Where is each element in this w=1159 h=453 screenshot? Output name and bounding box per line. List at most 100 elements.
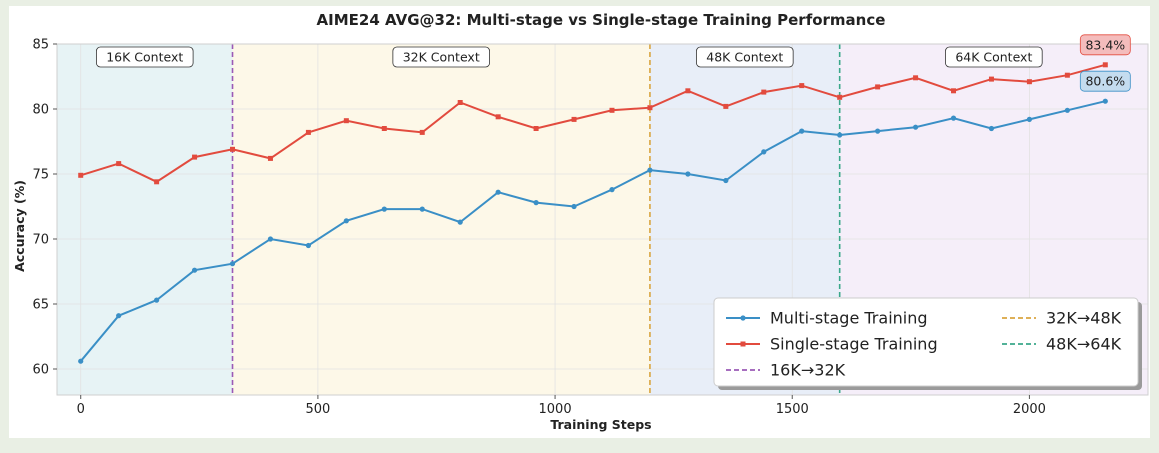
x-tick-label: 2000 [1013,402,1046,417]
x-axis-label: Training Steps [550,417,651,432]
legend-item: 48K→64K [1002,335,1122,354]
data-point [305,242,312,249]
data-point [343,118,349,124]
y-tick-label: 65 [32,298,49,313]
data-point [192,154,198,160]
legend-item: 16K→32K [726,361,846,380]
x-tick-label: 1000 [539,402,572,417]
legend-marker [740,341,746,347]
data-point [1026,79,1032,85]
data-point [799,83,805,89]
data-point [685,171,691,177]
stage-label: 32K Context [403,50,480,65]
data-point [571,116,577,122]
data-point [951,88,957,94]
y-tick-label: 60 [32,363,49,378]
y-tick-label: 80 [32,103,49,118]
data-point [988,125,995,132]
legend: Multi-stage Training Single-stage Trainin… [713,297,1142,390]
data-point [229,261,236,267]
data-point [191,267,198,273]
data-point [495,189,501,195]
data-point [154,179,160,185]
data-point [609,107,615,113]
stage-label-box [392,46,490,68]
data-point [154,297,160,303]
series-line [79,100,1106,362]
legend-item: 32K→48K [1002,309,1122,328]
line-chart: 0 500 1000 1500 2000 60 65 70 75 80 85 16K Context… [12,11,1149,432]
data-point [875,128,881,134]
stage-label-box [96,46,194,68]
stage-labels: 16K Context 32K Context 48K Context 64K Con… [96,46,1043,68]
data-point [647,105,653,111]
annotation-box [1079,70,1131,92]
y-tick-label: 70 [32,233,49,248]
data-point [381,126,387,131]
legend-marker [740,315,746,321]
data-point [419,129,425,135]
data-point [609,187,615,193]
annotation-box [1079,34,1131,56]
data-point [799,128,805,134]
chart-card: 0 500 1000 1500 2000 60 65 70 75 80 85 16K Context… [9,6,1150,438]
annotation-label: 80.6% [1085,74,1125,89]
data-point [1064,72,1070,78]
stage-label-box [945,46,1043,68]
y-axis-label: Accuracy (%) [12,180,27,272]
data-point [230,146,236,152]
data-point [343,218,349,224]
stage-region-2 [232,44,650,395]
tick-labels: 0 500 1000 1500 2000 60 65 70 75 80 85 [32,38,1046,418]
data-point [419,206,425,212]
data-point [1026,116,1033,122]
legend-item: Single-stage Training [726,335,938,354]
x-tick-label: 1500 [776,402,809,417]
data-point [950,115,957,121]
data-point [837,132,843,138]
data-point [116,313,122,319]
data-point [116,161,122,167]
value-annotations: 83.4% 80.6% [1079,34,1131,92]
plot-frame [56,43,1149,396]
data-point [571,203,577,210]
data-point [267,155,273,161]
y-tick-label: 75 [32,168,49,183]
data-point [78,358,84,364]
legend-label: 16K→32K [770,361,846,380]
data-point [78,172,84,178]
data-point [533,126,539,131]
legend-box [713,297,1139,387]
data-point [912,124,919,130]
data-point [685,88,691,94]
y-tick-label: 85 [32,38,49,53]
data-point [647,167,653,173]
chart-title: AIME24 AVG@32: Multi-stage vs Single-sta… [317,11,886,29]
x-tick-label: 0 [77,402,85,417]
legend-label: 48K→64K [1046,335,1122,354]
legend-item: Multi-stage Training [726,309,928,328]
data-point [267,236,274,242]
data-point [875,84,881,90]
data-point [495,114,501,120]
data-point [988,76,994,82]
data-point [1102,98,1108,104]
data-point [305,129,311,135]
data-point [457,100,463,105]
data-point [457,219,463,225]
series-single-stage-training [78,62,1108,185]
data-point [723,177,729,184]
data-point [1064,107,1070,113]
data-point [837,94,843,100]
x-tick-label: 500 [305,402,330,417]
series [78,62,1108,364]
stage-label: 48K Context [706,50,783,65]
legend-label: Multi-stage Training [770,309,928,328]
series-multi-stage-training [78,98,1108,364]
data-point [381,206,387,212]
series-line [80,63,1106,183]
data-point [723,103,729,109]
legend-label: 32K→48K [1046,309,1122,328]
data-point [761,89,767,95]
annotation-label: 83.4% [1085,37,1125,52]
